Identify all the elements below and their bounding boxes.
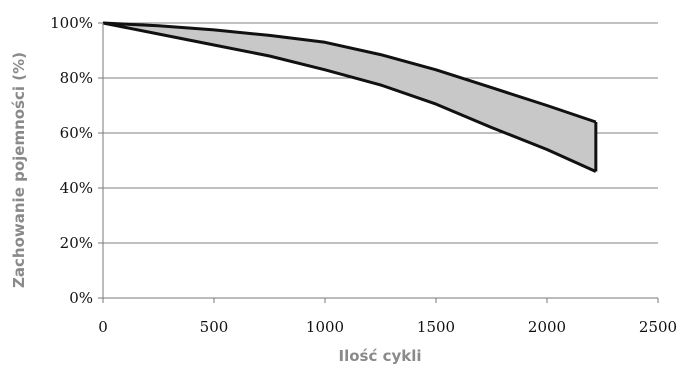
lower-bound-line (102, 21, 597, 173)
x-tick-label: 0 (98, 318, 108, 336)
y-tick-label: 60% (60, 124, 93, 142)
x-tick-label: 2000 (528, 318, 566, 336)
grid-lines (103, 22, 658, 244)
x-tick-label: 1500 (417, 318, 455, 336)
x-tick-labels: 0 500 1000 1500 2000 2500 (98, 318, 677, 336)
x-tick-label: 2500 (639, 318, 677, 336)
y-tick-label: 0% (69, 289, 93, 307)
x-axis-label: Ilość cykli (339, 347, 422, 365)
retention-range-band (103, 23, 596, 172)
x-tick-label: 1000 (306, 318, 344, 336)
y-tick-label: 20% (60, 234, 93, 252)
y-axis-label: Zachowanie pojemności (%) (10, 52, 28, 288)
x-tick-label: 500 (200, 318, 229, 336)
y-tick-label: 100% (50, 14, 93, 32)
y-tick-label: 80% (60, 69, 93, 87)
upper-bound-line (102, 21, 597, 124)
axes (98, 22, 659, 303)
y-tick-label: 40% (60, 179, 93, 197)
y-tick-labels: 0% 20% 40% 60% 80% 100% (50, 14, 93, 307)
